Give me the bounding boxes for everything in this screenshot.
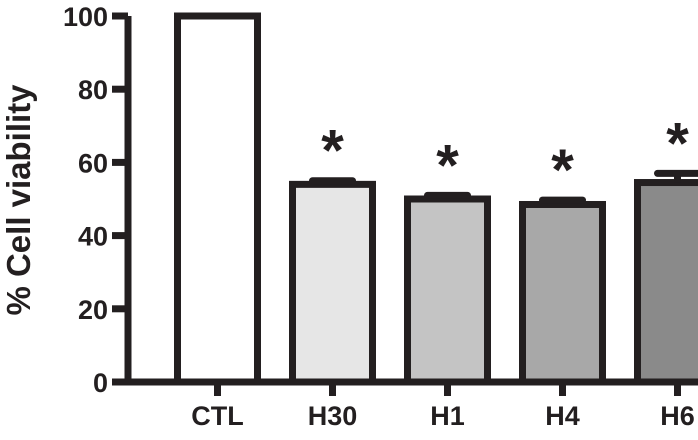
bar-ctl: [178, 16, 258, 382]
x-tick-label: H30: [308, 401, 358, 431]
y-tick-label: 80: [78, 75, 108, 105]
y-tick-label: 20: [78, 295, 108, 325]
y-tick-label: 40: [78, 222, 108, 252]
significance-star: *: [551, 138, 574, 203]
y-axis-title: % Cell viability: [0, 84, 37, 316]
bars-group: [178, 16, 698, 382]
significance-star: *: [666, 111, 689, 176]
bar-h4: [523, 204, 603, 382]
x-tick-label: H4: [545, 401, 580, 431]
x-categories-group: CTL H30 H1 H4 H6: [191, 401, 695, 431]
significance-star: *: [321, 119, 344, 184]
y-tick-label: 60: [78, 148, 108, 178]
bar-h1: [408, 199, 488, 382]
x-tick-label: H1: [430, 401, 465, 431]
x-tick-label: CTL: [191, 401, 243, 431]
y-tick-label: 100: [63, 2, 108, 32]
y-tick-label: 0: [93, 368, 108, 398]
y-ticks-group: 0 20 40 60 80 100: [63, 2, 128, 398]
bar-h6: [638, 183, 698, 382]
significance-star: *: [436, 133, 459, 198]
x-tick-label: H6: [660, 401, 695, 431]
bar-h30: [293, 184, 373, 382]
